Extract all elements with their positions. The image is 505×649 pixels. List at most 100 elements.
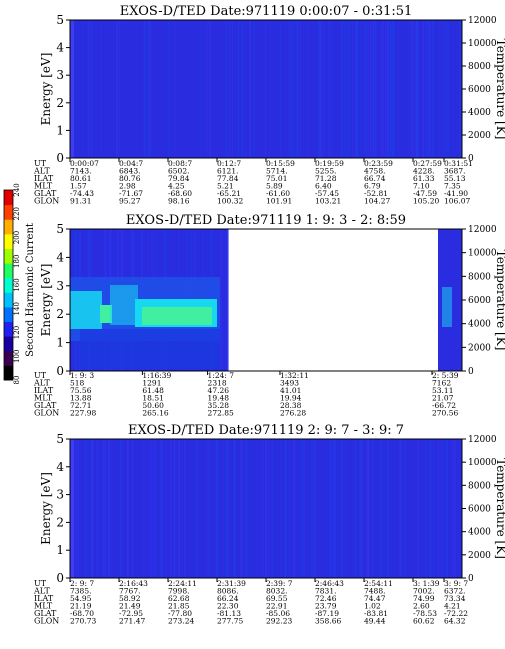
y-right-tick-label: 0 <box>468 574 474 584</box>
colorbar-swatch <box>4 365 13 381</box>
orbit-cell: 4228. <box>413 167 434 176</box>
colorbar-swatch <box>4 336 13 352</box>
y-right-axis-label: Temperature [K] <box>494 250 505 351</box>
orbit-cell: 4.25 <box>168 182 185 191</box>
orbit-cell: 2: 9: 7 <box>70 579 94 588</box>
orbit-cell: 5714. <box>266 167 287 176</box>
y-axis-label: Energy [eV] <box>39 53 53 126</box>
colorbar-tick-label: 100 <box>13 350 21 363</box>
orbit-cell: 6372. <box>444 587 465 596</box>
y-right-tick-label: 2000 <box>468 551 491 561</box>
spectrogram-panel-3: EXOS-D/TED Date:971119 2: 9: 7 - 3: 9: 7… <box>33 423 505 626</box>
orbit-cell: 72.46 <box>315 594 337 603</box>
orbit-cell: -61.60 <box>266 189 290 198</box>
orbit-cell: 3687. <box>444 167 465 176</box>
orbit-row-label: UT <box>34 159 47 168</box>
orbit-cell: 49.44 <box>364 617 386 626</box>
orbit-cell: 103.21 <box>315 197 341 206</box>
colorbar: 240 220 200 180 160 140 120 100 80 Second Harmoni… <box>3 183 36 384</box>
y-tick-label: 5 <box>56 432 64 446</box>
y-tick-label: 1 <box>56 123 64 137</box>
orbit-cell: 104.27 <box>364 197 390 206</box>
orbit-cell: 4758. <box>364 167 385 176</box>
y-tick-label: 0 <box>56 364 64 378</box>
orbit-row-label: ILAT <box>34 386 54 395</box>
y-tick-label: 3 <box>56 68 64 82</box>
orbit-cell: 1291 <box>142 379 161 388</box>
orbit-row-label: GLON <box>34 617 59 626</box>
orbit-row-label: GLAT <box>34 401 57 410</box>
orbit-cell: 6121. <box>217 167 238 176</box>
orbit-cell: 74.47 <box>364 594 386 603</box>
orbit-cell: -68.70 <box>70 609 94 618</box>
orbit-cell: 4.21 <box>444 602 461 611</box>
y-axis-label: Energy [eV] <box>39 264 53 337</box>
y-tick-label: 0 <box>56 151 64 165</box>
orbit-cell: 1:32:11 <box>280 371 309 380</box>
orbit-cell: 5.21 <box>217 182 234 191</box>
colorbar-tick-label: 140 <box>13 302 21 315</box>
y-tick-label: 4 <box>56 250 64 264</box>
orbit-cell: 2:54:11 <box>364 579 393 588</box>
orbit-cell: 60.62 <box>413 617 435 626</box>
y-tick-label: 0 <box>56 571 64 585</box>
panel-title: EXOS-D/TED Date:971119 2: 9: 7 - 3: 9: 7 <box>128 423 404 438</box>
y-right-tick-label: 4000 <box>468 108 491 118</box>
colorbar-tick-label: 240 <box>13 183 21 196</box>
orbit-row-label: ALT <box>33 379 50 388</box>
orbit-cell: 7162 <box>432 379 451 388</box>
orbit-cell: 2:24:11 <box>168 579 197 588</box>
orbit-cell: 2:16:43 <box>119 579 148 588</box>
orbit-cell: 6.79 <box>364 182 381 191</box>
orbit-cell: 7385. <box>70 587 91 596</box>
orbit-cell: 270.56 <box>432 409 458 418</box>
orbit-cell: 21.19 <box>70 602 92 611</box>
orbit-cell: 2.60 <box>413 602 430 611</box>
orbit-cell: -52.81 <box>364 189 388 198</box>
orbit-cell: 75.01 <box>266 174 287 183</box>
orbit-row-label: UT <box>34 371 47 380</box>
orbit-cell: 2:39: 7 <box>266 579 293 588</box>
y-tick-label: 1 <box>56 336 64 350</box>
orbit-cell: 47.26 <box>208 386 230 395</box>
orbit-cell: 1.57 <box>70 182 87 191</box>
orbit-row-label: GLAT <box>34 189 57 198</box>
y-right-tick-label: 12000 <box>468 16 497 26</box>
orbit-cell: 277.75 <box>217 617 243 626</box>
y-right-tick-label: 12000 <box>468 435 497 445</box>
colorbar-tick-label: 220 <box>13 207 21 220</box>
orbit-cell: -41.90 <box>444 189 468 198</box>
colorbar-swatch <box>4 263 13 279</box>
orbit-cell: 2:31:39 <box>217 579 246 588</box>
y-tick-label: 2 <box>56 515 64 529</box>
orbit-row-label: GLON <box>34 197 59 206</box>
orbit-cell: 273.24 <box>168 617 194 626</box>
colorbar-tick-label: 160 <box>13 278 21 291</box>
orbit-cell: 276.28 <box>280 409 306 418</box>
orbit-cell: 72.71 <box>70 401 91 410</box>
orbit-cell: 1:16:39 <box>142 371 171 380</box>
orbit-cell: 22.91 <box>266 602 287 611</box>
y-right-tick-label: 12000 <box>468 225 497 235</box>
orbit-cell: 358.66 <box>315 617 341 626</box>
y-right-tick-label: 0 <box>468 367 474 377</box>
y-tick-label: 4 <box>56 460 64 474</box>
y-tick-label: 3 <box>56 279 64 293</box>
orbit-cell: 23.79 <box>315 602 337 611</box>
orbit-cell: -83.81 <box>364 609 388 618</box>
orbit-cell: 227.98 <box>70 409 96 418</box>
orbit-cell: 28.38 <box>280 401 302 410</box>
orbit-cell: -57.45 <box>315 189 339 198</box>
orbit-cell: 101.91 <box>266 197 292 206</box>
orbit-cell: 6.40 <box>315 182 332 191</box>
spectrogram-panel-2: EXOS-D/TED Date:971119 1: 9: 3 - 2: 8:59… <box>33 213 505 418</box>
orbit-cell: 54.95 <box>70 594 92 603</box>
orbit-cell: 80.76 <box>119 174 141 183</box>
orbit-cell: 79.84 <box>168 174 190 183</box>
orbit-cell: -78.53 <box>413 609 437 618</box>
orbit-cell: 41.01 <box>280 386 301 395</box>
colorbar-tick-label: 120 <box>13 326 21 339</box>
orbit-cell: 0:19:59 <box>315 159 344 168</box>
orbit-cell: 73.34 <box>444 594 466 603</box>
